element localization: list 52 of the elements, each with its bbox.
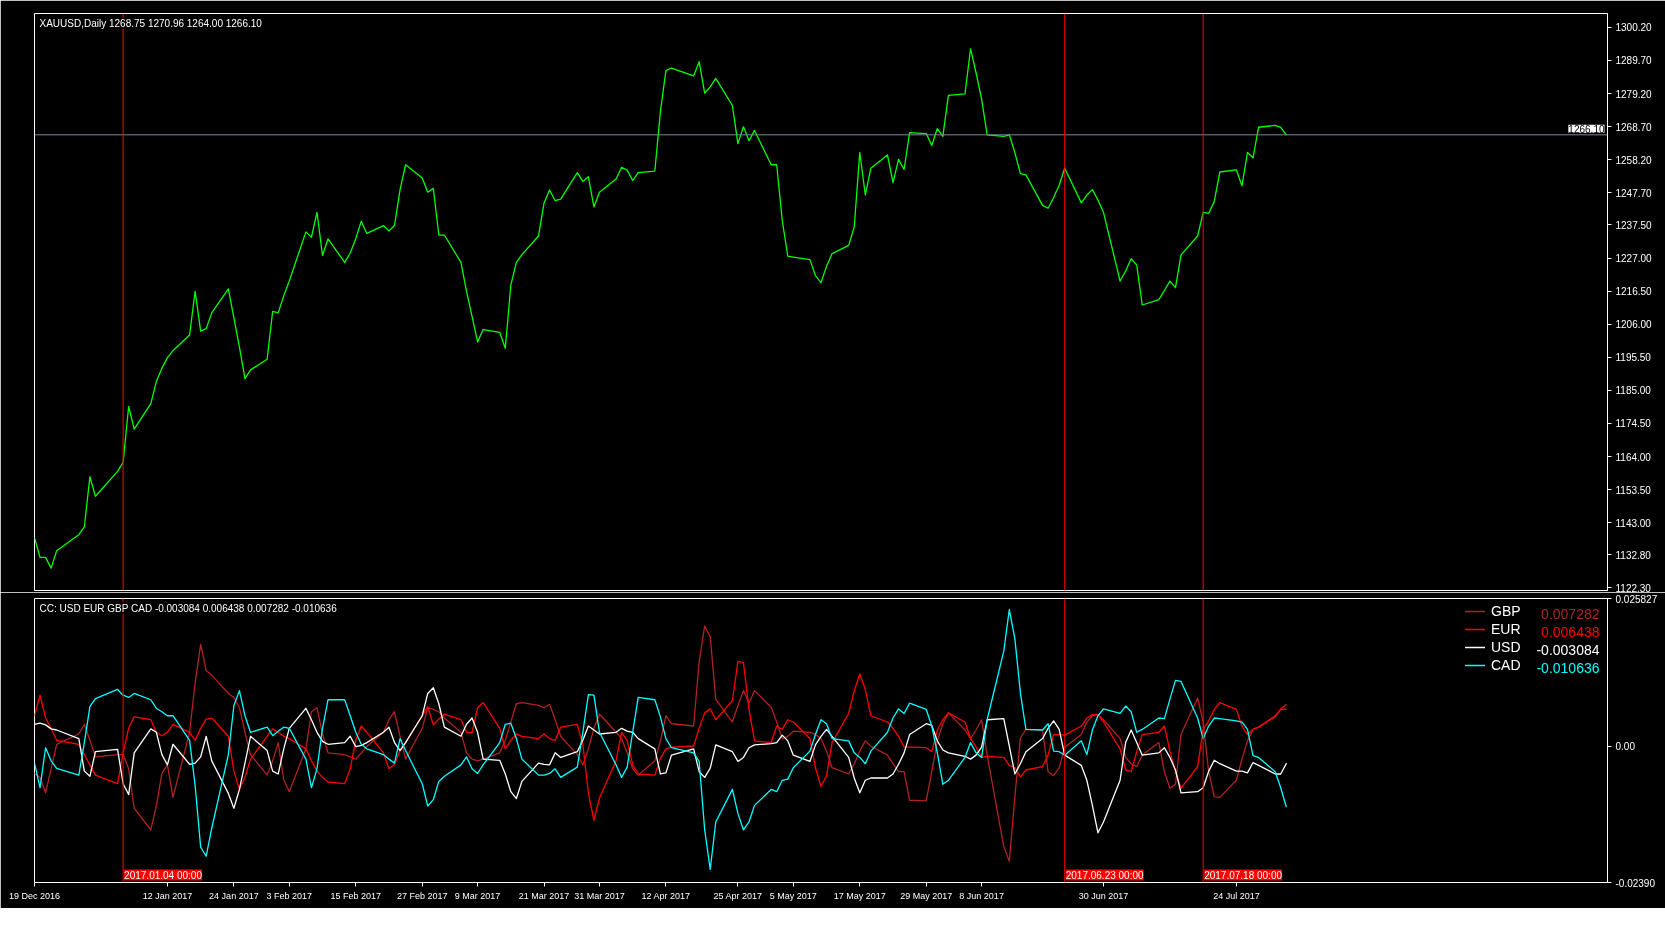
x-tick-label: 12 Jan 2017 [142, 890, 193, 901]
y-tick-label: 0.00 [1615, 741, 1636, 752]
x-tick-label: 5 May 2017 [769, 890, 817, 901]
y-tick-label: 1143.00 [1615, 517, 1652, 529]
annotation: 0.007282 [1541, 605, 1600, 622]
y-tick-label: 1227.00 [1615, 253, 1653, 265]
x-tick-label: 9 Mar 2017 [454, 890, 501, 901]
y-tick-label: 1216.50 [1615, 286, 1653, 298]
y-tick-label: -0.02390 [1615, 877, 1656, 889]
x-tick-label: 17 May 2017 [833, 890, 886, 901]
x-tick-label: 8 Jun 2017 [959, 890, 1004, 901]
x-tick-label: 25 Apr 2017 [713, 890, 762, 901]
annotation: -0.003084 [1536, 641, 1600, 658]
legend-label: GBP [1491, 603, 1521, 619]
y-tick-label: 1289.70 [1615, 55, 1653, 67]
x-tick-label: 3 Feb 2017 [266, 890, 313, 901]
x-tick-label: 24 Jan 2017 [209, 890, 259, 901]
ref-line-label: 2017.07.18 00:00 [1204, 869, 1283, 881]
y-tick-label: 1195.50 [1615, 352, 1652, 364]
y-tick-label: 1174.50 [1615, 418, 1652, 430]
y-tick-label: 1268.70 [1615, 121, 1653, 133]
x-tick-label: 12 Apr 2017 [641, 890, 690, 901]
x-tick-label: 27 Feb 2017 [396, 890, 448, 901]
y-tick-label: 1185.00 [1615, 385, 1652, 397]
x-tick-label: 21 Mar 2017 [518, 890, 570, 901]
x-tick-label: 19 Dec 2016 [8, 890, 61, 901]
y-tick-label: 1300.20 [1615, 22, 1653, 34]
y-tick-label: 1164.00 [1615, 451, 1652, 463]
chart-title: CC: USD EUR GBP CAD -0.003084 0.006438 0.007282 -0.010636 [39, 602, 338, 614]
y-tick-label: 1247.70 [1615, 187, 1653, 199]
ref-line-label: 2017.01.04 00:00 [124, 869, 203, 881]
legend-label: USD [1491, 639, 1521, 655]
ref-line-label: 2017.06.23 00:00 [1065, 869, 1144, 881]
y-tick-label: 1132.80 [1615, 549, 1652, 561]
y-tick-label: 1237.50 [1615, 219, 1653, 231]
y-tick-label: 1258.20 [1615, 154, 1653, 166]
x-tick-label: 31 Mar 2017 [574, 890, 625, 901]
x-tick-label: 24 Jul 2017 [1213, 890, 1260, 901]
x-tick-label: 30 Jun 2017 [1078, 890, 1129, 901]
x-tick-label: 29 May 2017 [900, 890, 953, 901]
y-tick-label: 1122.30 [1615, 582, 1652, 594]
annotation: 0.006438 [1541, 623, 1600, 640]
y-tick-label: 1153.50 [1615, 484, 1652, 496]
y-tick-label: 0.025827 [1615, 593, 1658, 605]
y-tick-label: 1279.20 [1615, 88, 1653, 100]
legend-label: CAD [1491, 657, 1521, 673]
x-tick-label: 15 Feb 2017 [330, 890, 382, 901]
legend-label: EUR [1491, 621, 1521, 637]
annotation: -0.010636 [1536, 659, 1600, 676]
y-tick-label: 1206.00 [1615, 319, 1653, 331]
ref-line-label: 1266.10 [1568, 123, 1605, 135]
chart-title: XAUUSD,Daily 1268.75 1270.96 1264.00 1266.10 [39, 17, 263, 29]
